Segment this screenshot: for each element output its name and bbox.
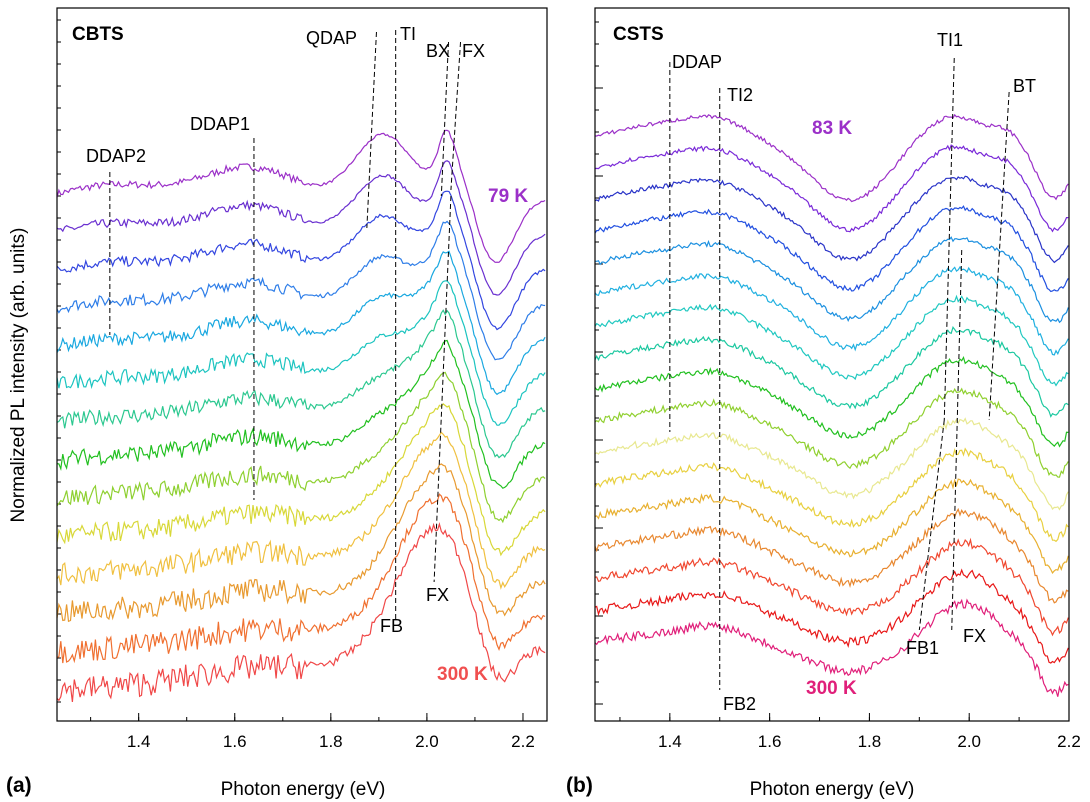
panel-a-ticks: 1.4 1.6 1.8 2.0 2.2 xyxy=(57,19,535,751)
panel-a-dashed-guides xyxy=(109,30,462,620)
panel-b-x-tick-label: 1.4 xyxy=(658,732,682,751)
panel-b-sample-label: CSTS xyxy=(613,24,664,45)
panel-b-label-fb1: FB1 xyxy=(906,638,939,658)
panel-a-series-line xyxy=(56,463,546,623)
panel-a-label-ddap2: DDAP2 xyxy=(86,146,146,166)
panel-a-series-line xyxy=(56,431,546,590)
panel-b-x-tick-label: 2.2 xyxy=(1057,732,1081,751)
panel-b-series-line xyxy=(594,537,1069,637)
panel-b-letter: (b) xyxy=(566,774,593,797)
panel-b-frame xyxy=(594,7,1070,722)
panel-a-x-tick-label: 2.2 xyxy=(511,732,535,751)
panel-a-x-tick-label: 1.4 xyxy=(127,732,151,751)
panel-a-cbts: 1.4 1.6 1.8 2.0 2.2 CBTS DDAP2 DDAP1 QDAP TI… xyxy=(6,7,548,800)
panel-a-guide xyxy=(433,195,452,583)
panel-b-label-ddap: DDAP xyxy=(672,52,722,72)
panel-a-letter: (a) xyxy=(6,774,32,797)
panel-b-label-bt: BT xyxy=(1013,76,1036,96)
panel-a-series-line xyxy=(56,309,546,459)
panel-a-series-line xyxy=(56,160,546,296)
panel-a-series-line xyxy=(56,493,546,664)
panel-b-series-line xyxy=(594,598,1069,697)
panel-a-series-line xyxy=(56,280,546,426)
panel-a-sample-label: CBTS xyxy=(72,24,124,45)
panel-a-label-fb: FB xyxy=(380,616,403,636)
panel-b-guide xyxy=(951,249,963,631)
panel-b-series-line xyxy=(594,507,1069,604)
panel-b-series-line xyxy=(594,478,1069,574)
panel-a-x-tick-label: 1.6 xyxy=(223,732,247,751)
panel-a-x-tick-label: 1.8 xyxy=(319,732,343,751)
panel-b-series-line xyxy=(594,387,1069,478)
panel-a-x-tick-label: 2.0 xyxy=(415,732,439,751)
panel-a-label-fx-top: FX xyxy=(462,41,485,61)
panel-a-temp-top: 79 K xyxy=(488,186,528,207)
panel-b-guide xyxy=(988,91,1010,421)
panel-a-series-line xyxy=(56,220,546,361)
panel-b-series-line xyxy=(594,205,1069,293)
panel-b-series-line xyxy=(595,113,1069,203)
panel-b-guide xyxy=(918,419,945,631)
panel-b-label-ti1: TI1 xyxy=(937,30,963,50)
panel-b-dashed-guides xyxy=(669,57,1010,690)
panel-b-temp-bottom: 300 K xyxy=(806,678,857,699)
panel-b-x-axis-label: Photon energy (eV) xyxy=(750,779,915,800)
panel-a-x-axis-label: Photon energy (eV) xyxy=(221,779,386,800)
panel-a-guide xyxy=(440,41,450,197)
panel-b-series-line xyxy=(594,144,1069,233)
panel-b-guide xyxy=(943,57,955,421)
panel-a-series-line xyxy=(56,190,546,331)
y-axis-label: Normalized PL intensity (arb. units) xyxy=(8,228,29,523)
panel-a-guide xyxy=(450,41,462,191)
panel-b-series-line xyxy=(594,447,1069,543)
panel-a-series-line xyxy=(56,522,546,702)
panel-a-label-ddap1: DDAP1 xyxy=(190,114,250,134)
panel-b-series-line xyxy=(594,175,1069,264)
panel-a-label-qdap: QDAP xyxy=(306,28,357,48)
panel-b-series-line xyxy=(594,236,1069,324)
panel-b-series-line xyxy=(594,326,1069,418)
panel-a-series-line xyxy=(56,403,546,557)
panel-a-series-line xyxy=(56,250,546,396)
panel-b-x-tick-label: 1.6 xyxy=(758,732,782,751)
panel-a-series-line xyxy=(56,129,546,263)
panel-b-series-line xyxy=(594,294,1069,387)
panel-a-label-bx: BX xyxy=(426,41,450,61)
panel-b-series-line xyxy=(594,355,1069,448)
panel-a-series-line xyxy=(56,339,546,489)
panel-a-curves xyxy=(56,129,546,702)
panel-b-series-line xyxy=(594,265,1069,356)
panel-b-csts: 1.4 1.6 1.8 2.0 2.2 CSTS DDAP TI2 TI1 BT 83 … xyxy=(566,7,1081,800)
panel-a-label-fx-bottom: FX xyxy=(426,585,449,605)
panel-b-label-fb2: FB2 xyxy=(723,694,756,714)
panel-b-series-line xyxy=(594,417,1069,511)
panel-a-frame xyxy=(56,7,548,722)
panel-a-label-ti: TI xyxy=(400,24,416,44)
panel-a-series-line xyxy=(56,371,546,524)
panel-b-label-fx: FX xyxy=(963,626,986,646)
panel-b-x-tick-label: 2.0 xyxy=(957,732,981,751)
panel-a-temp-bottom: 300 K xyxy=(437,664,488,685)
panel-b-temp-top: 83 K xyxy=(812,118,852,139)
panel-b-label-ti2: TI2 xyxy=(727,85,753,105)
panel-b-x-tick-label: 1.8 xyxy=(858,732,882,751)
panel-a-guide xyxy=(366,31,377,229)
panel-b-series-line xyxy=(594,568,1069,664)
panel-b-curves xyxy=(594,113,1069,697)
